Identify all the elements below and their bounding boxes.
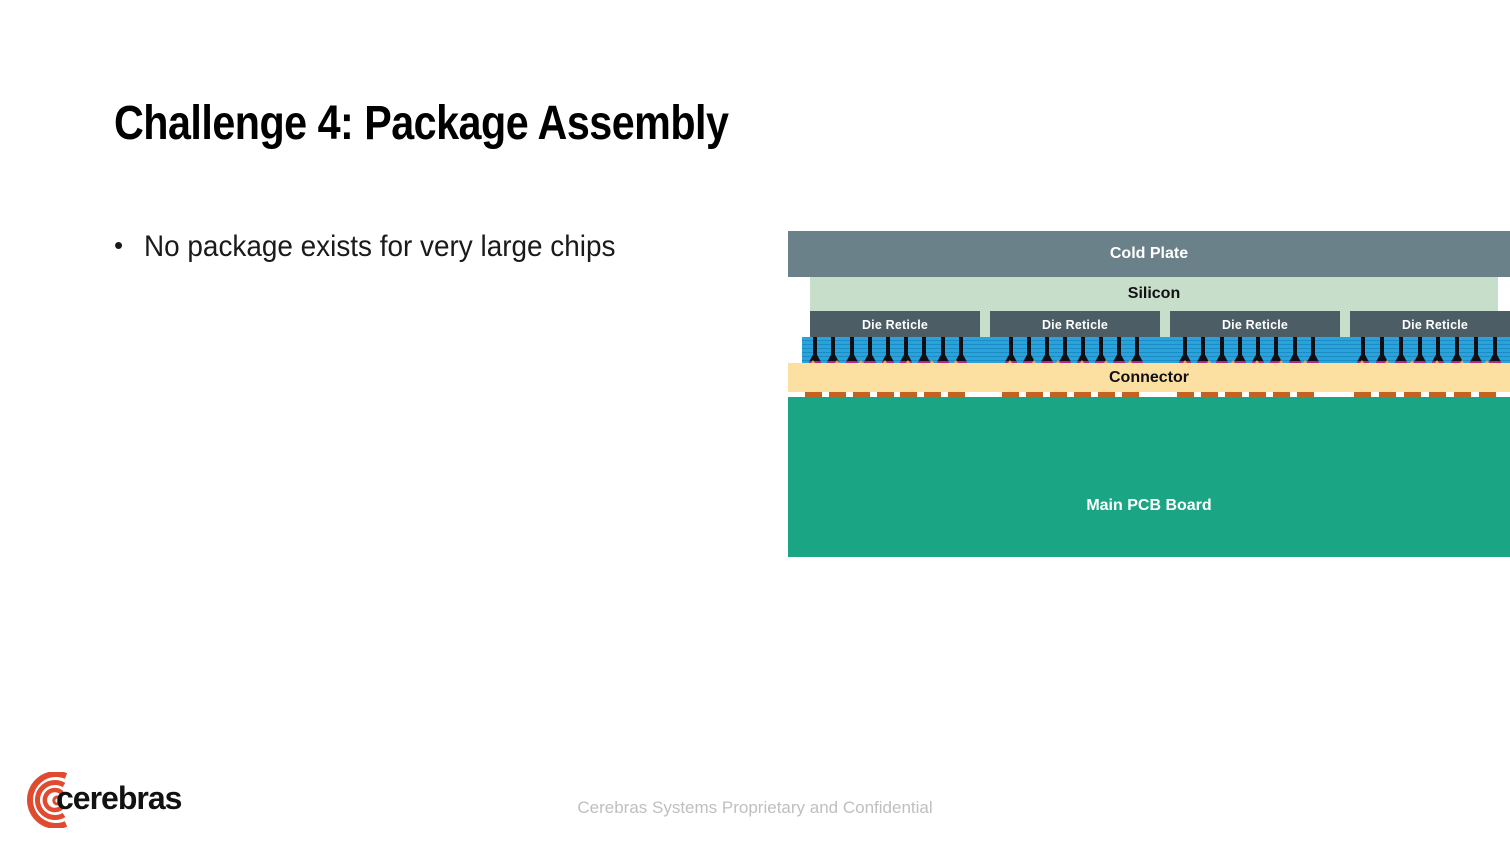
solder-pad [1224, 392, 1242, 397]
solder-pad [805, 392, 823, 397]
solder-pad [900, 392, 918, 397]
solder-pad [1176, 392, 1194, 397]
connector-label: Connector [1109, 368, 1189, 386]
solder-pad [1249, 392, 1267, 397]
cerebras-logo: cerebras [22, 772, 182, 828]
cerebras-wordmark: cerebras [56, 780, 182, 816]
solder-pad [1025, 392, 1043, 397]
solder-pad [947, 392, 965, 397]
solder-pad [1354, 392, 1371, 397]
die-reticle-label: Die Reticle [861, 318, 929, 332]
solder-pad [923, 392, 941, 397]
package-cross-section-diagram: Cold Plate Silicon Die Reticle Die Retic… [788, 231, 1510, 557]
layer-main-pcb-board: Main PCB Board [788, 397, 1510, 557]
solder-pad-strip [788, 392, 1510, 397]
pcb-label: Main PCB Board [1086, 497, 1212, 514]
bullet-list: • No package exists for very large chips [114, 228, 754, 276]
solder-pad [852, 392, 870, 397]
solder-pad [1049, 392, 1067, 397]
bullet-marker-icon: • [114, 230, 124, 260]
solder-pad [1001, 392, 1019, 397]
die-reticle-label: Die Reticle [1221, 318, 1289, 332]
solder-pad [1200, 392, 1218, 397]
die-reticle-4: Die Reticle [1350, 311, 1510, 339]
layer-silicon: Silicon [810, 277, 1498, 311]
solder-pad [1297, 392, 1315, 397]
solder-pad [829, 392, 847, 397]
die-reticle-1: Die Reticle [810, 311, 980, 339]
solder-pad [1074, 392, 1092, 397]
silicon-label: Silicon [1127, 285, 1181, 302]
solder-pad [1273, 392, 1291, 397]
layer-connector: Connector [788, 363, 1510, 392]
page-title: Challenge 4: Package Assembly [114, 97, 729, 150]
die-reticle-label: Die Reticle [1401, 318, 1469, 332]
solder-pad [1098, 392, 1116, 397]
list-item: • No package exists for very large chips [114, 228, 754, 266]
bullet-text: No package exists for very large chips [144, 230, 616, 263]
cold-plate-label: Cold Plate [1109, 245, 1189, 262]
solder-pad [1404, 392, 1421, 397]
solder-pad [1479, 392, 1496, 397]
solder-pad [876, 392, 894, 397]
footer-confidentiality-note: Cerebras Systems Proprietary and Confide… [577, 798, 933, 817]
die-reticle-row: Die Reticle Die Reticle Die Reticle Die … [810, 311, 1510, 339]
solder-pad [1379, 392, 1396, 397]
layer-cold-plate: Cold Plate [788, 231, 1510, 277]
solder-pad [1454, 392, 1471, 397]
cerebras-arc-mark [27, 772, 68, 828]
die-reticle-label: Die Reticle [1041, 318, 1109, 332]
die-reticle-2: Die Reticle [990, 311, 1160, 339]
solder-pad [1122, 392, 1140, 397]
die-reticle-3: Die Reticle [1170, 311, 1340, 339]
solder-pad [1429, 392, 1446, 397]
